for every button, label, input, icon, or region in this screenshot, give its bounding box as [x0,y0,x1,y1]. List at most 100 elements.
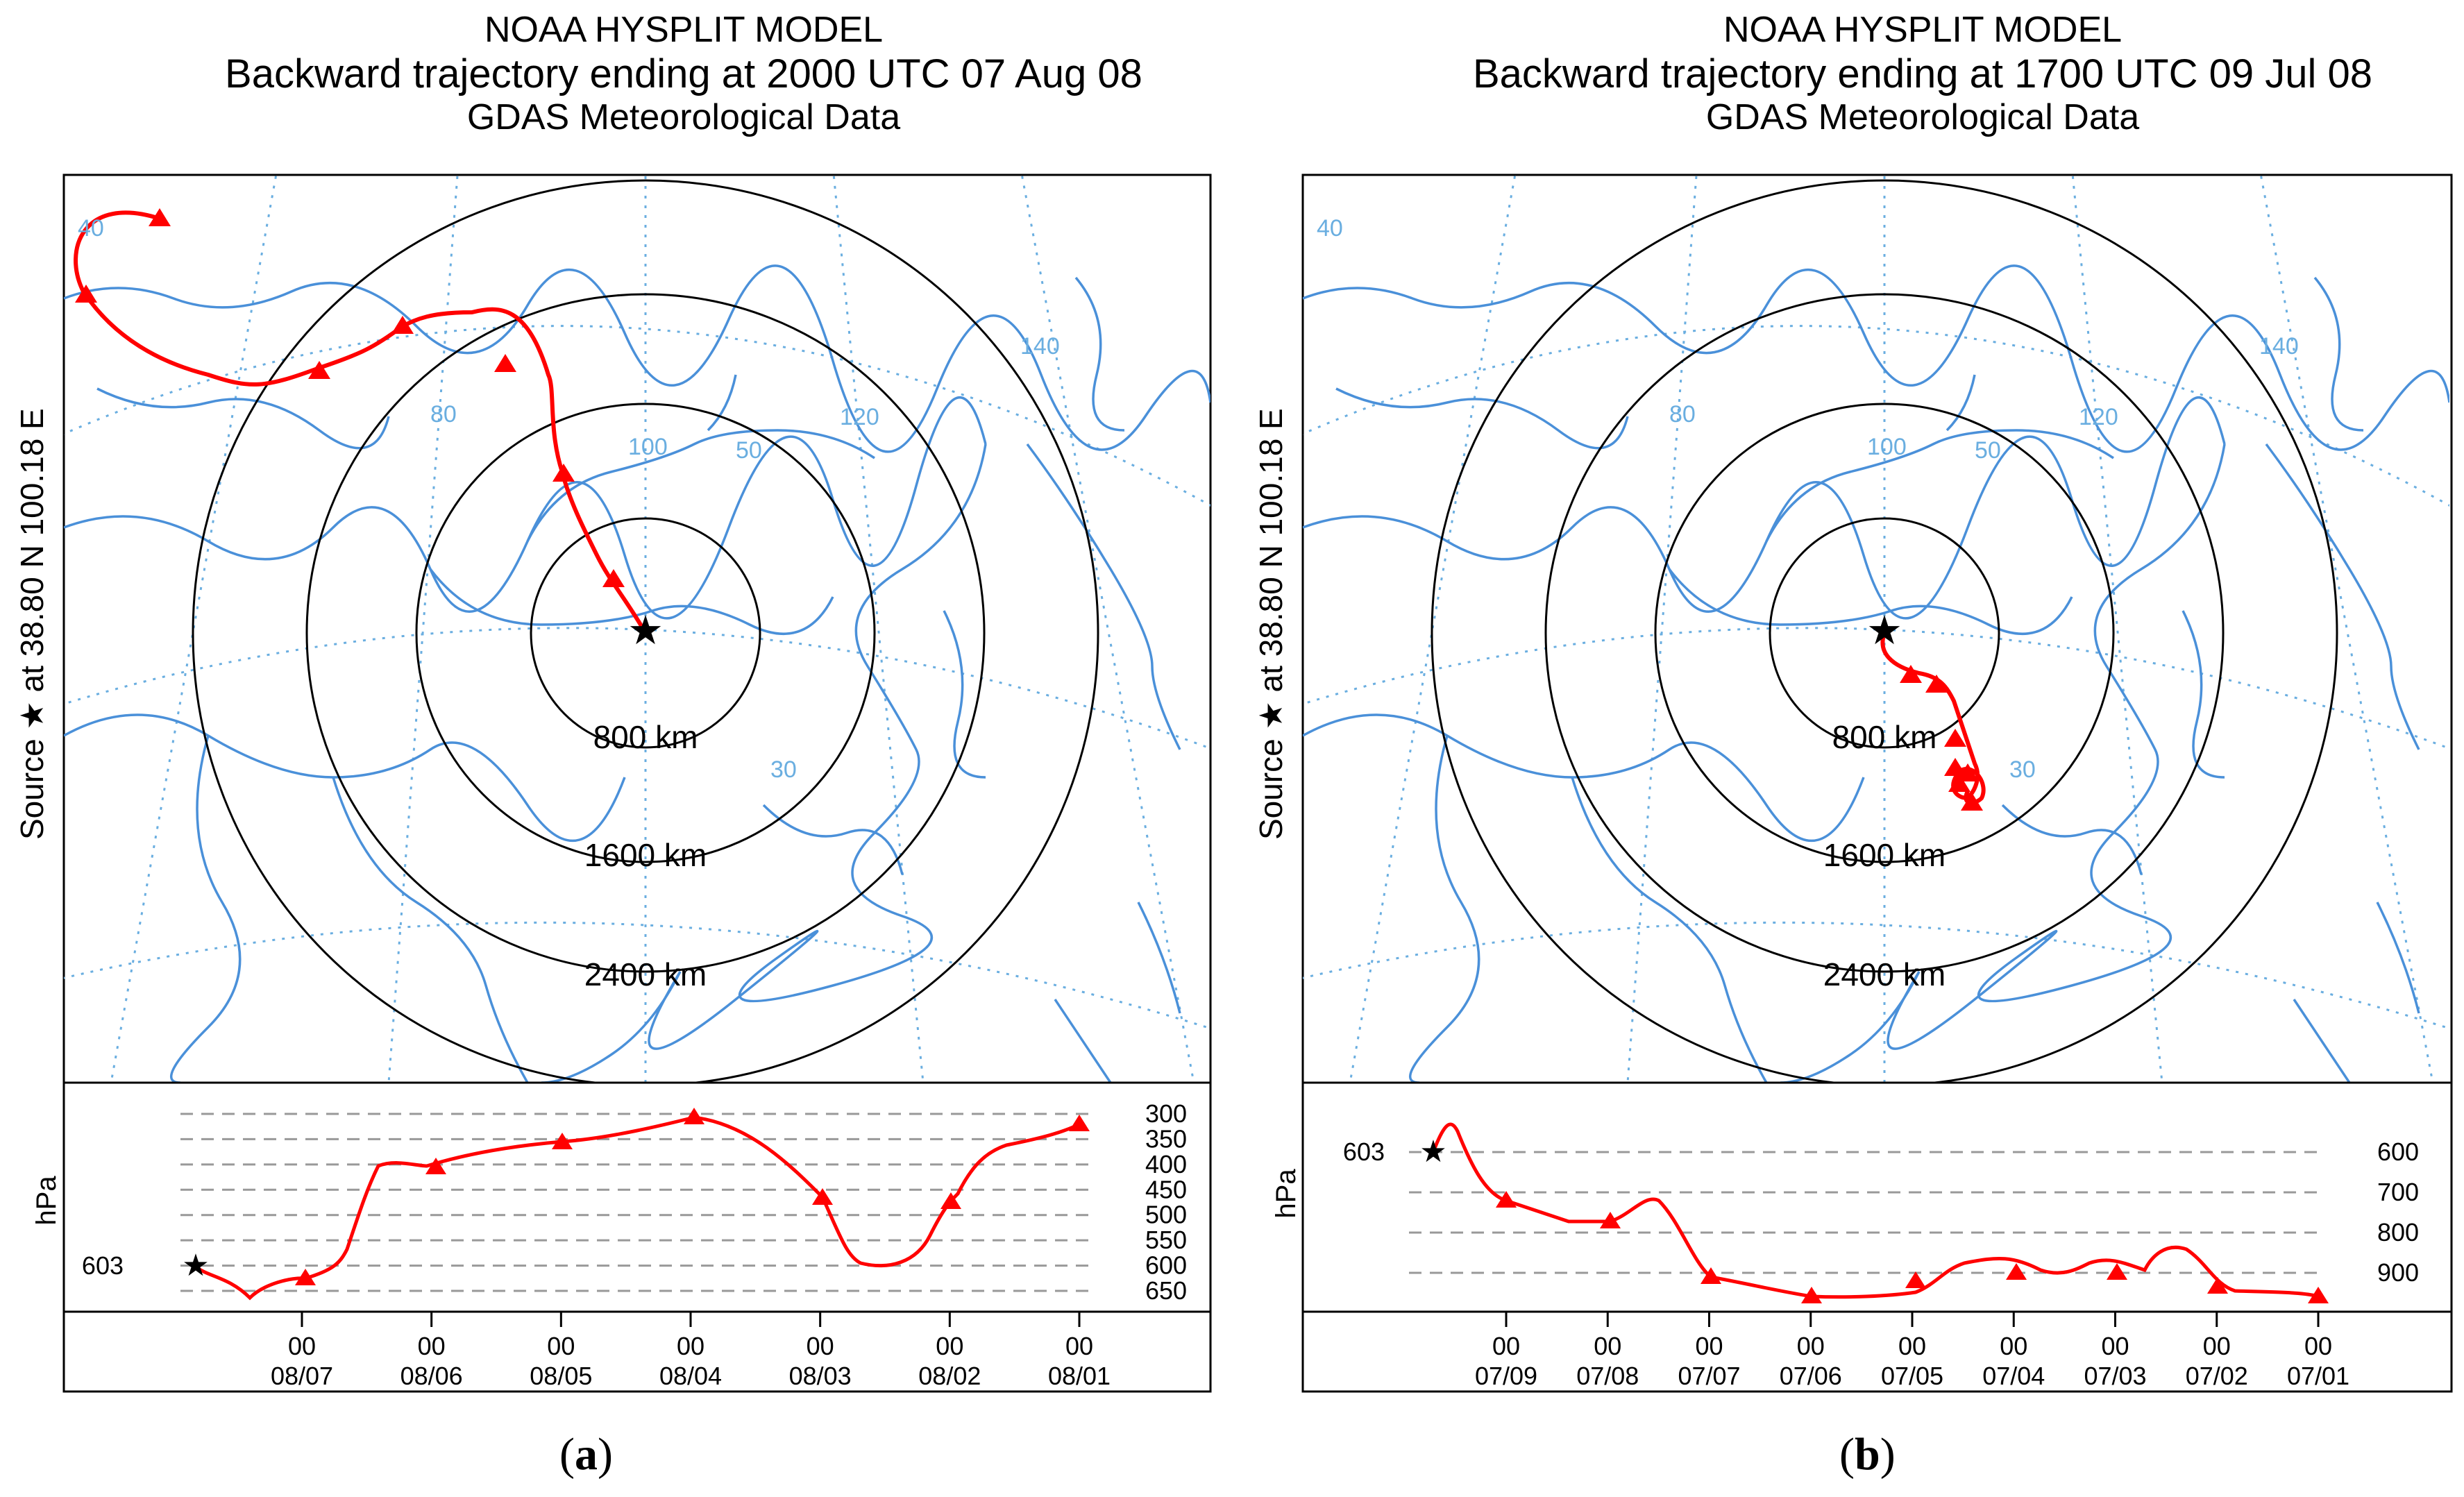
time-tick-date: 08/05 [530,1362,592,1390]
panel-a-map: ★ 800 km 1600 km 2400 km 40 140 80 100 1… [14,174,1212,1084]
time-tick-date: 07/05 [1881,1362,1943,1390]
pressure-tick-label: 900 [2377,1258,2419,1287]
panel-b-source-star: ★ [1866,607,1902,654]
pressure-tick-label: 600 [2377,1137,2419,1166]
panel-b-trajectory-line [1880,632,1986,805]
panel-b-map: ★ 800 km 1600 km 2400 km 40 140 80 100 1… [1253,174,2453,1084]
pressure-tick-label: 350 [1145,1124,1187,1153]
time-tick-date: 08/04 [659,1362,722,1390]
time-tick-date: 07/02 [2186,1362,2248,1390]
pressure-tick-label: 400 [1145,1150,1187,1178]
time-tick-hour: 00 [2101,1332,2129,1360]
panel-a-graticule-label-50: 50 [736,437,762,464]
time-tick-hour: 00 [2000,1332,2027,1360]
panel-b-source-pressure: 603 [1343,1137,1385,1166]
panel-a-profile-markers [295,1108,1090,1285]
panel-b-graticule-label-80: 80 [1669,401,1696,428]
time-tick-hour: 00 [1695,1332,1723,1360]
time-tick-hour: 00 [1797,1332,1825,1360]
panel-b-ring-label-800: 800 km [1832,719,1937,755]
panel-a-source-pressure: 603 [82,1251,124,1280]
panel-b-label: (b) [1839,1429,1896,1480]
panel-a-ring-labels: 800 km 1600 km 2400 km [584,719,707,992]
panel-b-pressure-ticks: 600 700 800 900 [2377,1137,2419,1287]
panel-a-ring-label-800: 800 km [593,719,698,755]
panel-a-title-line1: NOAA HYSPLIT MODEL [484,10,884,50]
time-tick-hour: 00 [807,1332,834,1360]
panel-b-time-ticks: 0007/090007/080007/070007/060007/050007/… [1475,1312,2349,1390]
panel-b-title-line2: Backward trajectory ending at 1700 UTC 0… [1472,51,2373,96]
panel-b-graticule-label-30: 30 [2009,756,2036,783]
panel-a-pressure-unit: hPa [31,1176,62,1226]
panel-a-graticule-label-100: 100 [628,434,668,460]
panel-b-trajectory-markers [1900,665,1983,811]
pressure-tick-label: 300 [1145,1099,1187,1128]
pressure-tick-label: 500 [1145,1201,1187,1229]
pressure-tick-label: 650 [1145,1276,1187,1305]
panel-b-title: NOAA HYSPLIT MODEL Backward trajectory e… [1301,10,2464,139]
panel-b-basemap: ★ [1303,175,2449,1083]
panel-b-ring-label-1600: 1600 km [1823,837,1946,873]
time-tick-date: 08/02 [918,1362,981,1390]
time-tick-date: 07/06 [1780,1362,1842,1390]
time-tick-date: 08/01 [1048,1362,1111,1390]
panel-a-profile-source-star: ★ [182,1248,209,1283]
panel-b-pressure-unit: hPa [1271,1169,1301,1219]
panel-b-title-line3: GDAS Meteorological Data [1705,97,2140,138]
time-tick-date: 08/06 [400,1362,463,1390]
time-tick-hour: 00 [2304,1332,2332,1360]
panel-a-basemap: ★ [64,175,1210,1083]
time-tick-hour: 00 [936,1332,963,1360]
panel-b-pressure-grid [1409,1151,2318,1274]
time-tick-date: 07/07 [1678,1362,1740,1390]
panel-b-source-label: Source ★ at 38.80 N 100.18 E [1253,408,1289,840]
panel-a-trajectory-markers [75,208,625,587]
time-tick-hour: 00 [1898,1332,1926,1360]
pressure-tick-label: 450 [1145,1175,1187,1203]
panel-b-distance-rings [1431,179,2338,1083]
time-tick-hour: 00 [418,1332,446,1360]
panel-b-graticule-label-120: 120 [2079,404,2118,430]
panel-a-ring-label-1600: 1600 km [584,837,707,873]
panel-b-profile-source-star: ★ [1419,1134,1446,1169]
time-tick-date: 07/04 [1982,1362,2045,1390]
pressure-tick-label: 550 [1145,1226,1187,1254]
panel-b-graticule-label-100: 100 [1867,434,1907,460]
time-tick-hour: 00 [677,1332,704,1360]
panel-a-title-line2: Backward trajectory ending at 2000 UTC 0… [225,51,1142,96]
time-tick-date: 07/01 [2287,1362,2349,1390]
panel-a-label: (a) [559,1429,613,1480]
time-tick-hour: 00 [1492,1332,1520,1360]
panel-a-graticule-label-120: 120 [840,404,879,430]
pressure-tick-label: 600 [1145,1251,1187,1280]
panel-b-ring-label-2400: 2400 km [1823,956,1946,992]
panel-a-pressure-grid [180,1113,1097,1292]
panel-b-graticule-label-140: 140 [2259,333,2299,360]
time-tick-date: 07/09 [1475,1362,1537,1390]
time-tick-hour: 00 [547,1332,575,1360]
panel-b-profile-line [1431,1122,2319,1299]
time-tick-hour: 00 [2203,1332,2231,1360]
panel-a-distance-rings [192,179,1099,1083]
panel-a-label-letter: a [574,1429,598,1480]
panel-a-graticule-label-80: 80 [430,401,457,428]
panel-b-graticule-labels: 40 140 80 100 120 50 30 [1317,215,2299,783]
panel-b-profile-markers [1496,1191,2329,1303]
panel-a-ring-label-2400: 2400 km [584,956,707,992]
panel-a-time-ticks: 0008/070008/060008/050008/040008/030008/… [271,1312,1111,1390]
panel-a-title-line3: GDAS Meteorological Data [466,97,901,138]
panel-b-title-line1: NOAA HYSPLIT MODEL [1723,10,2123,50]
time-tick-date: 07/08 [1576,1362,1639,1390]
panel-b-label-letter: b [1854,1429,1880,1480]
time-tick-date: 08/07 [271,1362,333,1390]
panel-a-source-star: ★ [627,607,664,654]
panel-a-trajectory-line [74,210,648,634]
pressure-tick-label: 800 [2377,1218,2419,1246]
time-tick-hour: 00 [1065,1332,1093,1360]
panel-a-graticule-label-140: 140 [1020,333,1060,360]
panel-b-graticule-label-50: 50 [1975,437,2001,464]
